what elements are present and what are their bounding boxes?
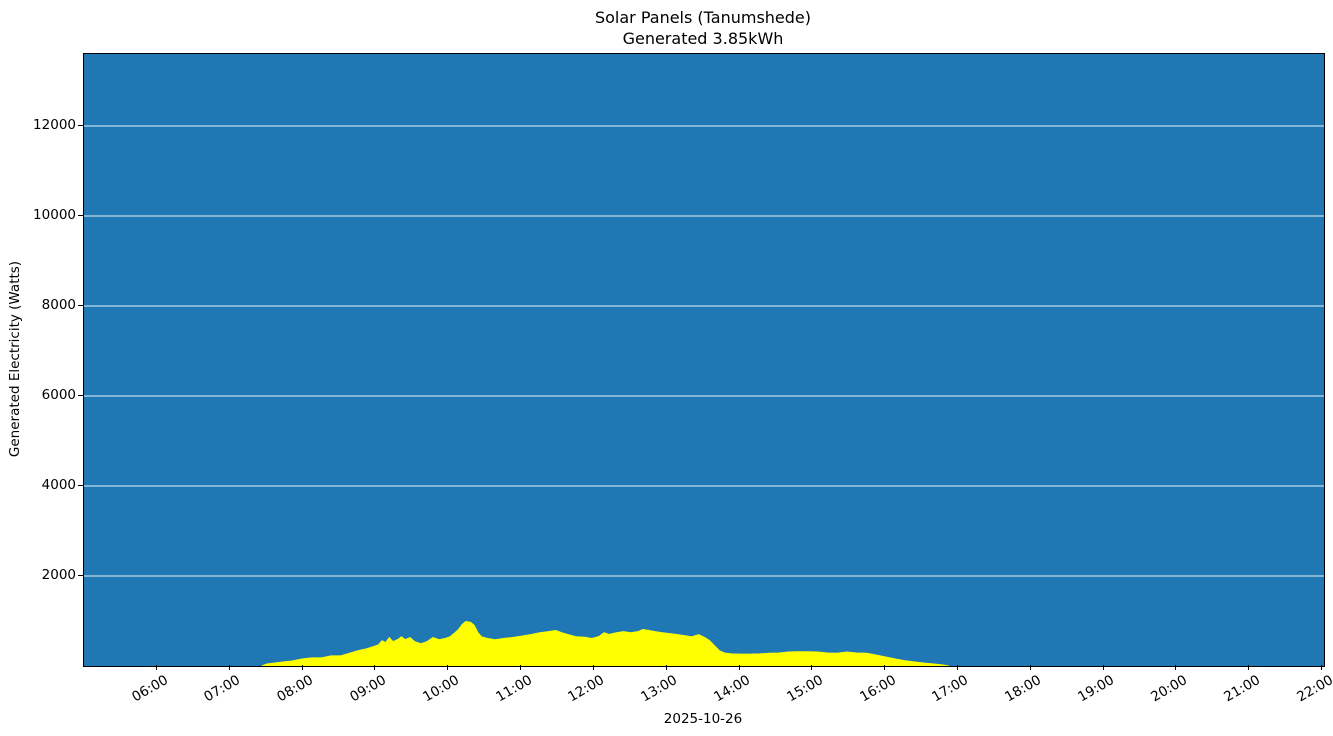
y-tick-label: 12000 [33,117,76,133]
generated-area [261,620,949,666]
plot-area [83,53,1325,667]
y-tick [78,214,83,216]
x-tick [956,665,958,670]
x-tick [228,665,230,670]
y-tick-label: 10000 [33,207,76,223]
x-tick [301,665,303,670]
x-tick [665,665,667,670]
x-axis-date-label: 2025-10-26 [663,711,743,727]
x-tick [1175,665,1177,670]
x-tick [1102,665,1104,670]
x-tick [811,665,813,670]
chart-title-line2: Generated 3.85kWh [622,29,784,48]
x-tick [156,665,158,670]
x-tick [447,665,449,670]
x-tick [738,665,740,670]
x-tick [1321,665,1323,670]
x-tick [520,665,522,670]
x-tick [374,665,376,670]
y-tick-label: 8000 [41,297,76,313]
y-tick [78,484,83,486]
x-tick [884,665,886,670]
area-chart-svg [84,125,1324,666]
chart-title: Solar Panels (Tanumshede) Generated 3.85… [83,7,1323,49]
x-tick [592,665,594,670]
y-tick-label: 6000 [41,387,76,403]
x-tick [1029,665,1031,670]
y-tick [78,394,83,396]
y-tick-label: 2000 [41,567,76,583]
x-tick [1248,665,1250,670]
y-tick [78,124,83,126]
y-tick [78,304,83,306]
y-tick [78,574,83,576]
chart-title-line1: Solar Panels (Tanumshede) [594,8,812,27]
y-tick-label: 4000 [41,477,76,493]
